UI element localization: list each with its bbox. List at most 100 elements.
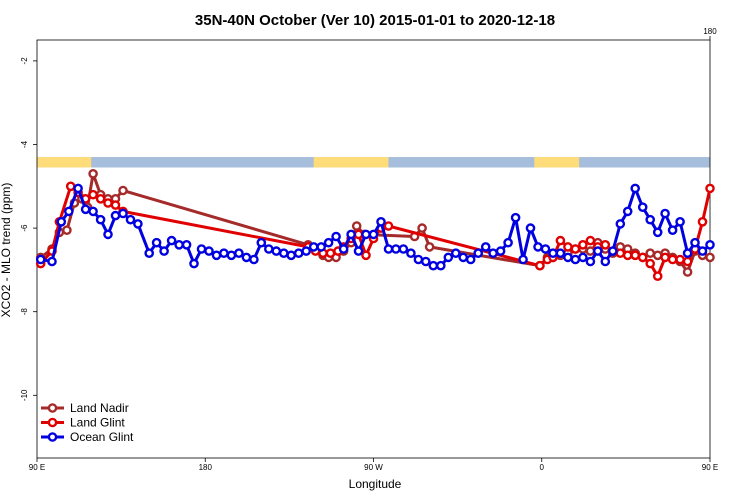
legend-marker bbox=[47, 432, 58, 442]
data-point bbox=[353, 246, 364, 256]
data-point bbox=[705, 239, 715, 250]
data-point bbox=[675, 254, 685, 265]
data-point bbox=[316, 242, 327, 252]
data-point bbox=[548, 248, 558, 258]
data-point bbox=[465, 254, 476, 265]
y-tick-label-4: -10 bbox=[20, 389, 29, 401]
data-point bbox=[103, 229, 113, 240]
data-point bbox=[249, 254, 259, 265]
data-point bbox=[413, 254, 424, 265]
data-point bbox=[234, 248, 244, 258]
data-point bbox=[368, 229, 379, 240]
data-point bbox=[585, 246, 596, 256]
data-point bbox=[645, 214, 656, 225]
data-point bbox=[125, 214, 136, 225]
data-point bbox=[637, 202, 648, 212]
data-point bbox=[615, 219, 626, 229]
data-point bbox=[110, 200, 121, 210]
data-point bbox=[174, 239, 184, 250]
data-point bbox=[361, 250, 371, 261]
data-point bbox=[95, 193, 106, 204]
data-point bbox=[351, 221, 362, 231]
data-point bbox=[608, 246, 618, 256]
data-point bbox=[226, 250, 237, 261]
legend-marker bbox=[47, 403, 58, 413]
data-point bbox=[495, 246, 506, 256]
series-layer bbox=[35, 168, 715, 282]
data-point bbox=[525, 223, 536, 233]
data-point bbox=[189, 258, 199, 269]
data-point bbox=[435, 260, 446, 271]
data-point bbox=[35, 254, 46, 265]
data-point bbox=[682, 248, 693, 258]
data-point bbox=[391, 244, 401, 254]
data-point bbox=[660, 208, 670, 219]
legend-label: Land Glint bbox=[70, 416, 125, 430]
data-point bbox=[95, 214, 106, 225]
data-point bbox=[383, 221, 394, 231]
data-point bbox=[219, 248, 229, 258]
data-point bbox=[88, 168, 98, 179]
x-axis-label: Longitude bbox=[349, 477, 402, 491]
x-tick-label-4: 90 E bbox=[702, 463, 718, 472]
data-point bbox=[376, 216, 386, 227]
data-point bbox=[622, 250, 633, 261]
data-point bbox=[398, 244, 409, 254]
data-point bbox=[65, 181, 76, 192]
y-axis-label: XCO2 - MLO trend (ppm) bbox=[0, 183, 13, 318]
data-point bbox=[555, 235, 566, 246]
data-point bbox=[570, 244, 581, 254]
data-point bbox=[325, 248, 336, 258]
data-point bbox=[428, 260, 439, 271]
data-point bbox=[600, 239, 611, 250]
legend-item-2: Ocean Glint bbox=[41, 430, 134, 444]
data-point bbox=[62, 225, 72, 235]
data-point bbox=[110, 210, 121, 221]
data-point bbox=[80, 204, 91, 215]
data-point bbox=[118, 185, 128, 196]
legend-item-1: Land Glint bbox=[41, 416, 125, 430]
data-point bbox=[64, 206, 74, 217]
data-point bbox=[593, 246, 603, 256]
data-point bbox=[211, 250, 222, 261]
data-point bbox=[166, 235, 177, 246]
y-tick-label-2: -6 bbox=[20, 224, 29, 232]
data-point bbox=[645, 248, 656, 258]
data-point bbox=[241, 252, 252, 263]
data-point bbox=[480, 242, 491, 252]
data-point bbox=[417, 223, 427, 233]
data-point bbox=[690, 237, 700, 248]
series-ocean-glint bbox=[35, 183, 715, 271]
data-point bbox=[271, 246, 282, 256]
data-point bbox=[103, 198, 113, 208]
data-point bbox=[585, 235, 596, 246]
data-point bbox=[293, 248, 304, 258]
data-point bbox=[630, 183, 641, 194]
data-point bbox=[622, 206, 633, 217]
x-axis-ticks: 90 E 180 90 W 0 90 E bbox=[29, 458, 718, 472]
data-point bbox=[308, 242, 319, 252]
data-point bbox=[450, 248, 461, 258]
land-segment-2 bbox=[534, 157, 580, 168]
data-point bbox=[535, 260, 545, 271]
data-point bbox=[301, 246, 312, 256]
data-point bbox=[424, 242, 435, 252]
y-tick-label-3: -8 bbox=[20, 308, 29, 316]
data-point bbox=[682, 256, 693, 267]
land-mask-band bbox=[37, 157, 710, 168]
data-point bbox=[331, 231, 341, 242]
data-point bbox=[652, 271, 663, 282]
land-segment-0 bbox=[37, 157, 92, 168]
x-axis-top-ticks: 180 bbox=[703, 27, 717, 40]
data-point bbox=[323, 237, 334, 248]
data-point bbox=[353, 229, 364, 240]
data-point bbox=[533, 242, 543, 252]
data-point bbox=[615, 248, 626, 258]
x-tick-label-0: 90 E bbox=[29, 463, 45, 472]
data-point bbox=[47, 256, 57, 267]
x-tick-label-3: 0 bbox=[540, 463, 545, 472]
data-point bbox=[563, 242, 573, 252]
data-point bbox=[675, 216, 685, 227]
data-point bbox=[263, 244, 274, 254]
x-tick-label-1: 180 bbox=[199, 463, 213, 472]
